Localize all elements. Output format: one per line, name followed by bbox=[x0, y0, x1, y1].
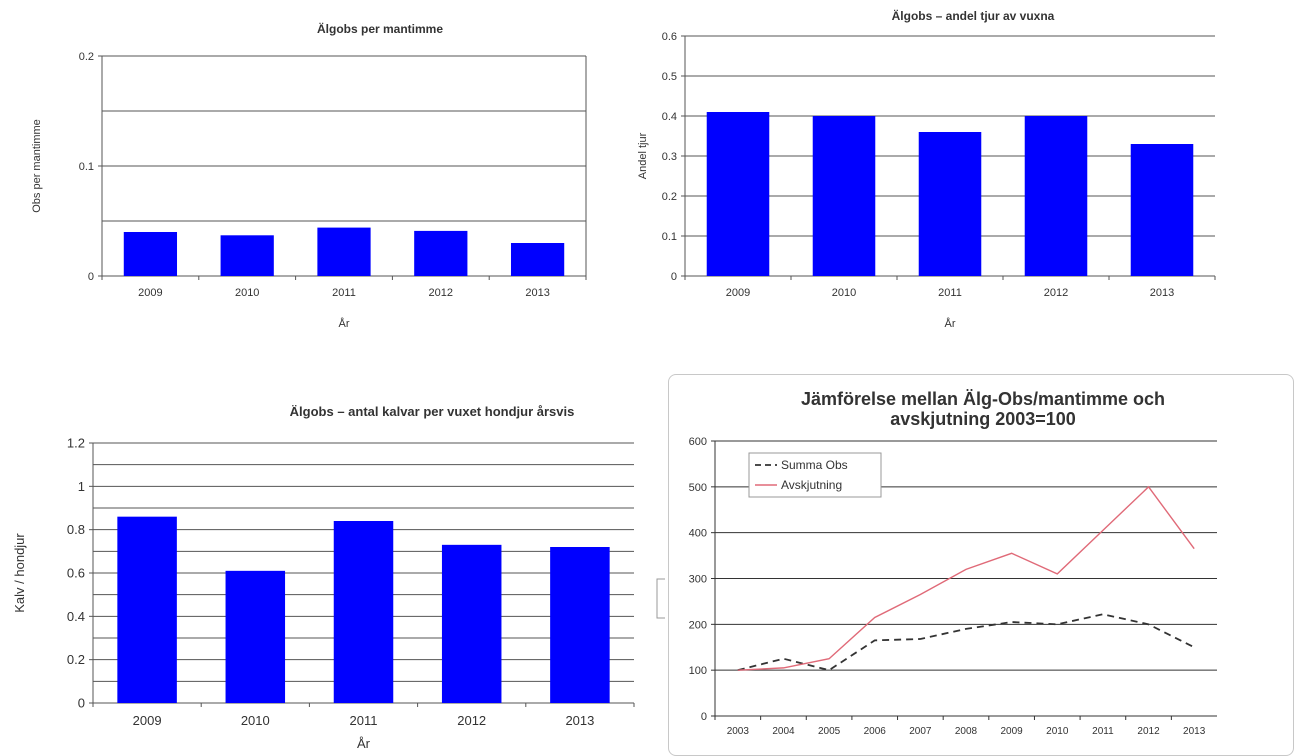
x-axis-label: År bbox=[945, 317, 956, 330]
bar-chart-obs-per-mantimme: Älgobs per mantimme 0 0.1 0.2 2009 2010 2011 20… bbox=[31, 21, 587, 330]
bar-chart-kalvar-per-hondjur: Älgobs – antal kalvar per vuxet hondjur … bbox=[12, 404, 635, 751]
chart-kalvar-per-hondjur: Älgobs – antal kalvar per vuxet hondjur … bbox=[0, 372, 650, 756]
y-tick-label: 500 bbox=[689, 482, 707, 494]
x-tick-label: 2012 bbox=[1044, 287, 1068, 299]
legend-label: Summa Obs bbox=[781, 458, 848, 472]
chart-obs-per-mantimme: Älgobs per mantimme 0 0.1 0.2 2009 2010 2011 20… bbox=[0, 0, 640, 345]
x-tick-label: 2013 bbox=[1183, 726, 1206, 737]
bar-2011 bbox=[918, 132, 982, 276]
y-tick-label: 0.5 bbox=[662, 71, 677, 83]
bar-2011 bbox=[317, 227, 371, 276]
x-tick-label: 2008 bbox=[955, 726, 978, 737]
y-tick-label: 0.8 bbox=[67, 522, 85, 537]
bar-2012 bbox=[441, 544, 502, 703]
y-tick-label: 300 bbox=[689, 574, 707, 586]
x-tick-label: 2005 bbox=[818, 726, 841, 737]
chart-title-line-2: avskjutning 2003=100 bbox=[890, 409, 1076, 429]
y-tick-label: 0.4 bbox=[662, 111, 677, 123]
bar-2013 bbox=[550, 547, 610, 703]
bracket-decoration bbox=[656, 578, 665, 619]
x-tick-label: 2012 bbox=[1137, 726, 1160, 737]
x-tick-label: 2010 bbox=[1046, 726, 1069, 737]
y-tick-label: 0.3 bbox=[662, 151, 677, 163]
y-tick-label: 0.6 bbox=[67, 566, 85, 581]
y-tick-label: 1 bbox=[78, 479, 85, 494]
y-axis-label: Andel tjur bbox=[637, 132, 649, 179]
y-tick-label: 400 bbox=[689, 528, 707, 540]
x-tick-label: 2011 bbox=[938, 287, 962, 299]
bar-2009 bbox=[117, 516, 177, 703]
bar-2010 bbox=[220, 235, 274, 276]
x-axis-label: År bbox=[357, 736, 371, 751]
series-line-avskjutning bbox=[737, 485, 1195, 671]
bar-2009 bbox=[123, 232, 178, 276]
y-tick-label: 0 bbox=[78, 696, 85, 711]
y-axis-label: Obs per mantimme bbox=[31, 119, 43, 213]
bar-2010 bbox=[812, 116, 876, 276]
x-tick-label: 2011 bbox=[1092, 726, 1114, 737]
y-tick-label: 0.2 bbox=[79, 51, 94, 63]
bar-2011 bbox=[333, 521, 394, 703]
x-tick-label: 2009 bbox=[138, 287, 162, 299]
x-tick-label: 2007 bbox=[909, 726, 932, 737]
y-tick-label: 0.6 bbox=[662, 31, 677, 43]
y-tick-label: 0.2 bbox=[67, 652, 85, 667]
y-tick-label: 0.4 bbox=[67, 609, 85, 624]
x-tick-label: 2012 bbox=[429, 287, 453, 299]
x-axis-label: År bbox=[339, 317, 350, 330]
y-tick-label: 200 bbox=[689, 619, 707, 631]
x-tick-label: 2012 bbox=[457, 713, 486, 728]
x-tick-label: 2010 bbox=[235, 287, 259, 299]
bar-2013 bbox=[510, 243, 565, 276]
y-tick-label: 0.1 bbox=[79, 161, 94, 173]
y-tick-label: 100 bbox=[689, 665, 707, 677]
chart-andel-tjur: Älgobs – andel tjur av vuxna 0 0.1 0.2 0.3 0.… bbox=[637, 0, 1295, 345]
y-tick-label: 0 bbox=[671, 271, 677, 283]
line-chart-jamforelse: Jämförelse mellan Älg-Obs/mantimme ochav… bbox=[656, 389, 1217, 737]
x-tick-label: 2009 bbox=[726, 287, 750, 299]
y-axis-label: Kalv / hondjur bbox=[12, 533, 27, 613]
x-tick-label: 2003 bbox=[727, 726, 750, 737]
x-tick-label: 2009 bbox=[1001, 726, 1024, 737]
x-tick-label: 2013 bbox=[525, 287, 549, 299]
bar-2012 bbox=[414, 230, 468, 276]
chart-title: Älgobs per mantimme bbox=[317, 21, 443, 36]
bar-chart-andel-tjur: Älgobs – andel tjur av vuxna 0 0.1 0.2 0.3 0.… bbox=[637, 8, 1216, 330]
bar-2012 bbox=[1024, 116, 1088, 276]
x-tick-label: 2006 bbox=[864, 726, 887, 737]
bar-2013 bbox=[1130, 144, 1194, 276]
x-tick-label: 2004 bbox=[772, 726, 795, 737]
y-tick-label: 1.2 bbox=[67, 436, 85, 451]
chart-title: Älgobs – antal kalvar per vuxet hondjur … bbox=[290, 404, 575, 419]
y-tick-label: 0.2 bbox=[662, 191, 677, 203]
chart-jamforelse: Jämförelse mellan Älg-Obs/mantimme och av… bbox=[656, 374, 1294, 756]
x-tick-label: 2009 bbox=[133, 713, 162, 728]
legend-label: Avskjutning bbox=[781, 478, 842, 492]
x-tick-label: 2011 bbox=[350, 713, 378, 728]
y-tick-label: 0 bbox=[88, 271, 94, 283]
chart-title: Älgobs – andel tjur av vuxna bbox=[892, 8, 1055, 23]
y-tick-label: 0 bbox=[701, 711, 707, 723]
x-tick-label: 2010 bbox=[832, 287, 856, 299]
bar-2010 bbox=[225, 570, 286, 703]
series-line-summa-obs bbox=[737, 613, 1195, 672]
x-tick-label: 2013 bbox=[1150, 287, 1174, 299]
chart-title-line-1: Jämförelse mellan Älg-Obs/mantimme och bbox=[801, 389, 1165, 409]
y-tick-label: 0.1 bbox=[662, 231, 677, 243]
x-tick-label: 2010 bbox=[241, 713, 270, 728]
y-tick-label: 600 bbox=[689, 436, 707, 448]
x-tick-label: 2011 bbox=[332, 287, 356, 299]
bar-2009 bbox=[706, 112, 770, 276]
x-tick-label: 2013 bbox=[565, 713, 594, 728]
legend-box bbox=[748, 452, 882, 498]
